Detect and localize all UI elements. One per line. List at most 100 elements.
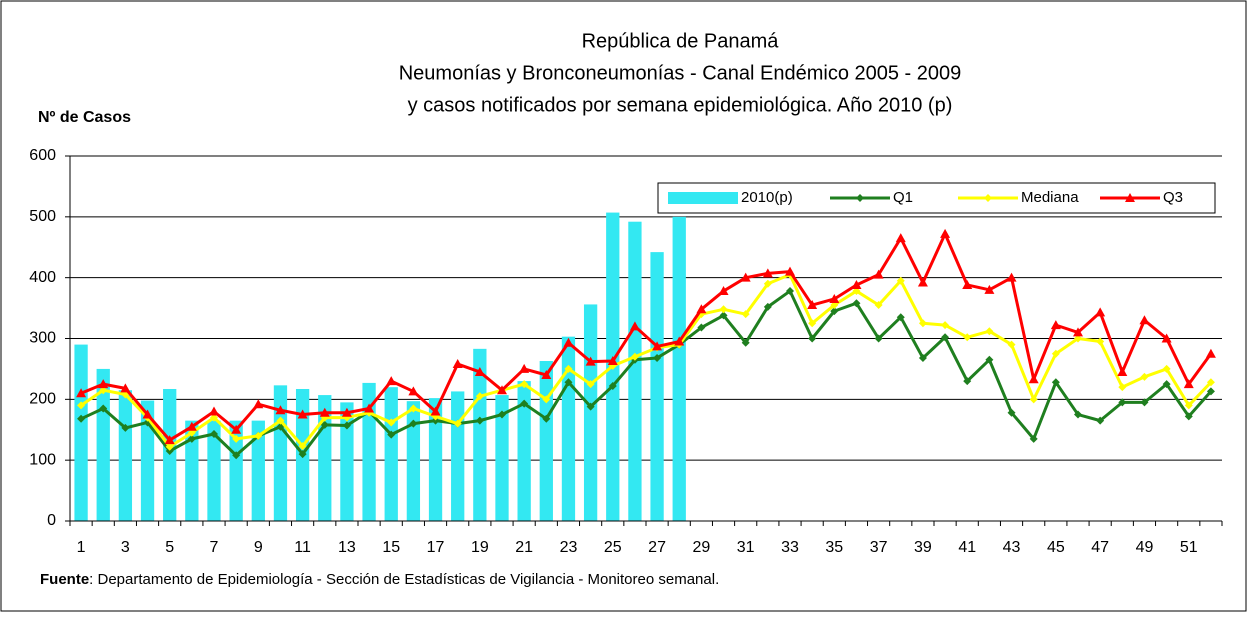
marker [1073, 327, 1083, 337]
marker [519, 363, 530, 373]
marker [1095, 307, 1106, 317]
marker [386, 376, 397, 386]
bar [362, 382, 376, 521]
marker [297, 409, 308, 419]
marker [498, 410, 506, 419]
marker [475, 416, 484, 425]
x-tick-label: 23 [560, 539, 578, 556]
marker [674, 336, 685, 346]
legend-marker [856, 194, 864, 202]
marker [520, 380, 529, 389]
bar [384, 387, 398, 521]
marker [763, 279, 772, 288]
line [80, 232, 1213, 442]
marker [807, 300, 818, 310]
marker [452, 359, 463, 369]
marker [963, 377, 972, 386]
x-tick-label: 15 [382, 539, 400, 556]
x-tick-label: 35 [825, 539, 843, 556]
marker [1051, 349, 1060, 358]
bar [517, 381, 531, 521]
marker [1117, 366, 1128, 376]
marker [873, 269, 884, 279]
bar [406, 401, 421, 521]
bar [207, 420, 221, 521]
marker [941, 321, 950, 330]
marker [762, 268, 773, 278]
bar [628, 221, 642, 521]
x-tick-label: 47 [1091, 539, 1109, 556]
x-tick-label: 13 [338, 539, 356, 556]
marker [874, 334, 883, 343]
bar [185, 420, 199, 521]
marker [99, 386, 108, 395]
marker [408, 386, 419, 396]
bar [318, 395, 332, 521]
marker [607, 356, 618, 366]
marker [165, 447, 174, 456]
marker [1184, 412, 1193, 421]
legend-label: Q1 [893, 189, 913, 206]
y-tick-label: 400 [29, 269, 56, 286]
marker [210, 413, 218, 422]
marker [564, 378, 573, 387]
marker [629, 321, 640, 331]
bar [229, 420, 243, 521]
marker [586, 402, 595, 411]
marker [121, 423, 130, 432]
marker [852, 287, 861, 296]
marker [210, 430, 218, 439]
marker [985, 355, 994, 364]
marker [1096, 416, 1105, 425]
x-tick-label: 51 [1180, 539, 1198, 556]
marker [786, 287, 794, 296]
source-text: : Departamento de Epidemiología - Secció… [89, 571, 719, 588]
marker [474, 366, 485, 376]
bar [451, 391, 465, 521]
marker [1007, 340, 1016, 349]
marker [1140, 398, 1149, 407]
marker [387, 418, 396, 427]
x-tick-label: 31 [737, 539, 755, 556]
marker [1162, 380, 1171, 389]
x-tick-label: 45 [1047, 539, 1065, 556]
marker [541, 370, 552, 379]
marker [829, 293, 840, 303]
marker [497, 385, 507, 395]
marker [1161, 333, 1172, 343]
marker [76, 388, 87, 398]
marker [984, 284, 995, 294]
marker [165, 442, 174, 451]
marker [586, 380, 595, 389]
marker [1029, 434, 1038, 443]
marker [830, 301, 839, 310]
x-tick-label: 43 [1003, 539, 1021, 556]
legend-marker [1125, 193, 1135, 202]
marker [830, 307, 839, 316]
line [80, 273, 1213, 449]
marker [1074, 410, 1082, 419]
y-tick-label: 200 [29, 391, 56, 408]
bar [74, 344, 88, 521]
x-tick-label: 37 [870, 539, 888, 556]
marker [430, 406, 441, 416]
marker [542, 414, 551, 423]
marker [963, 333, 972, 342]
marker [364, 403, 375, 413]
marker [1029, 395, 1038, 404]
chart-title: Neumonías y Bronconeumonías - Canal Endé… [399, 62, 962, 84]
marker [341, 407, 352, 417]
x-tick-label: 1 [77, 539, 86, 556]
bar [251, 420, 265, 521]
marker [1051, 378, 1060, 387]
bar [583, 304, 598, 521]
marker [697, 323, 706, 332]
marker [253, 399, 264, 409]
y-tick-label: 500 [29, 208, 56, 225]
marker [120, 383, 131, 393]
marker [231, 424, 242, 434]
chart-title: y casos notificados por semana epidemiol… [408, 94, 953, 116]
x-tick-label: 27 [648, 539, 666, 556]
marker [209, 406, 219, 416]
marker [895, 233, 906, 243]
